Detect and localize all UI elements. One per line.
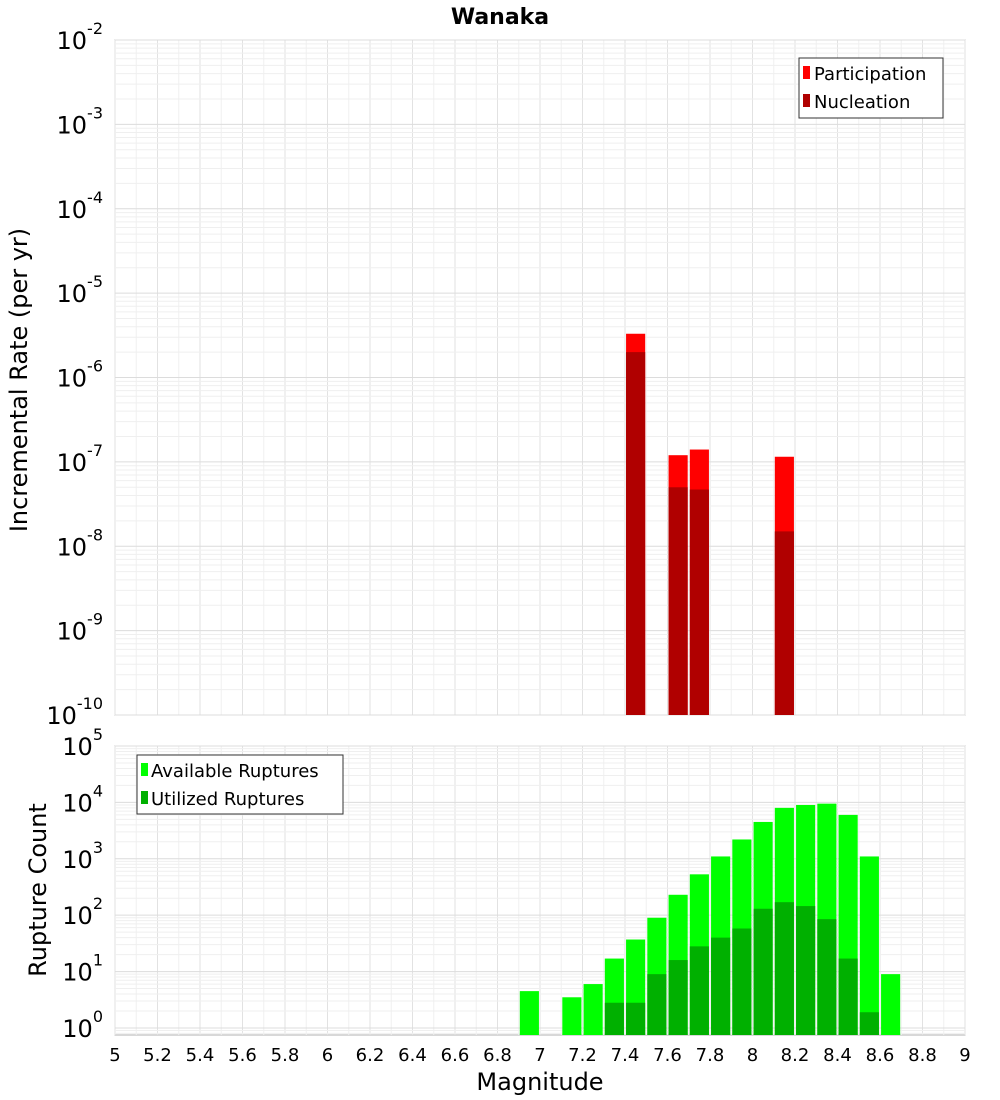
x-tick-label: 5.2	[143, 1045, 172, 1066]
x-tick-label: 7.8	[696, 1045, 725, 1066]
top-panel: 10-2 10-3 10-4 10-5 10-6 10-7 10-8 10-9 10-10 In…	[5, 19, 966, 730]
bottom-legend-box	[136, 754, 344, 815]
legend-swatch-available	[141, 763, 148, 776]
bar-utilized-ruptures	[774, 902, 794, 1035]
top-y-tick-label: 10-6	[57, 357, 104, 393]
x-tick-label: 5.8	[271, 1045, 300, 1066]
x-tick-label: 7.2	[568, 1045, 597, 1066]
x-tick-label: 6	[322, 1045, 333, 1066]
x-tick-label: 6.6	[441, 1045, 470, 1066]
bar-available-ruptures	[519, 991, 539, 1035]
bar-utilized-ruptures	[711, 937, 731, 1035]
bottom-y-tick-label: 104	[62, 781, 103, 817]
x-tick-label: 8.6	[866, 1045, 895, 1066]
x-tick-label: 6.8	[483, 1045, 512, 1066]
bottom-y-tick-label: 100	[62, 1007, 103, 1043]
legend-label-utilized: Utilized Ruptures	[151, 789, 304, 810]
bottom-bars	[519, 803, 901, 1035]
bar-utilized-ruptures	[668, 960, 688, 1035]
x-tick-label: 7	[534, 1045, 545, 1066]
x-tick-label: 8	[747, 1045, 758, 1066]
x-tick-label: 7.4	[611, 1045, 640, 1066]
chart-title: Wanaka	[451, 5, 549, 30]
bottom-y-ticks: 105 104 103 102 101 100	[62, 725, 103, 1043]
x-tick-label: 5.6	[228, 1045, 257, 1066]
bar-utilized-ruptures	[838, 958, 858, 1035]
legend-label-available: Available Ruptures	[151, 761, 319, 782]
top-y-tick-label: 10-10	[46, 694, 103, 730]
bar-utilized-ruptures	[604, 1002, 624, 1035]
x-tick-label: 6.4	[398, 1045, 427, 1066]
top-y-tick-label: 10-8	[57, 525, 104, 561]
legend-swatch-utilized	[141, 791, 148, 804]
bar-utilized-ruptures	[859, 1012, 879, 1035]
x-tick-label: 9	[959, 1045, 970, 1066]
top-legend-box	[798, 57, 944, 119]
top-legend: Participation Nucleation	[798, 57, 944, 119]
top-y-axis-label: Incremental Rate (per yr)	[5, 228, 33, 532]
top-y-tick-label: 10-7	[57, 441, 104, 477]
x-tick-label: 7.6	[653, 1045, 682, 1066]
bottom-y-tick-label: 103	[62, 838, 103, 874]
bottom-y-tick-label: 101	[62, 951, 103, 987]
top-y-tick-label: 10-2	[57, 19, 104, 55]
bar-utilized-ruptures	[689, 946, 709, 1035]
top-bars	[626, 333, 794, 715]
bar-utilized-ruptures	[817, 919, 837, 1035]
bar-available-ruptures	[859, 856, 879, 1035]
x-tick-label: 8.8	[908, 1045, 937, 1066]
top-y-tick-label: 10-3	[57, 103, 104, 139]
bottom-y-tick-label: 102	[62, 894, 103, 930]
bottom-panel: 105 104 103 102 101 100 5 5.2 5.4 5.6 5.8 6 6.2 6.4 6…	[24, 725, 971, 1096]
x-tick-label: 8.4	[823, 1045, 852, 1066]
bar-nucleation	[626, 352, 646, 715]
bottom-legend: Available Ruptures Utilized Ruptures	[136, 754, 344, 815]
top-gridlines	[114, 39, 966, 716]
bottom-y-tick-label: 105	[62, 725, 103, 761]
bar-utilized-ruptures	[753, 908, 773, 1035]
legend-label-participation: Participation	[814, 64, 926, 85]
bar-nucleation	[668, 487, 688, 715]
x-tick-label: 8.2	[781, 1045, 810, 1066]
bar-available-ruptures	[583, 984, 603, 1035]
bar-utilized-ruptures	[647, 974, 667, 1035]
bottom-y-axis-label: Rupture Count	[24, 803, 52, 977]
top-y-tick-label: 10-5	[57, 272, 104, 308]
bar-available-ruptures	[562, 997, 582, 1035]
top-y-tick-label: 10-9	[57, 610, 104, 646]
bar-utilized-ruptures	[796, 906, 816, 1035]
legend-swatch-nucleation	[803, 94, 810, 107]
x-tick-label: 6.2	[356, 1045, 385, 1066]
bar-utilized-ruptures	[732, 928, 752, 1035]
top-y-tick-label: 10-4	[57, 188, 104, 224]
x-tick-label: 5.4	[186, 1045, 215, 1066]
legend-label-nucleation: Nucleation	[814, 92, 910, 113]
bar-nucleation	[774, 531, 794, 715]
bar-nucleation	[689, 489, 709, 715]
top-y-ticks: 10-2 10-3 10-4 10-5 10-6 10-7 10-8 10-9 10-10	[46, 19, 103, 730]
x-tick-label: 5	[109, 1045, 120, 1066]
x-axis-label: Magnitude	[476, 1068, 603, 1096]
bar-utilized-ruptures	[626, 1002, 646, 1035]
bottom-x-ticks: 5 5.2 5.4 5.6 5.8 6 6.2 6.4 6.6 6.8 7 7.2 7.4 7.6 7.8 8…	[109, 1045, 970, 1066]
legend-swatch-participation	[803, 66, 810, 79]
bar-available-ruptures	[881, 974, 901, 1035]
